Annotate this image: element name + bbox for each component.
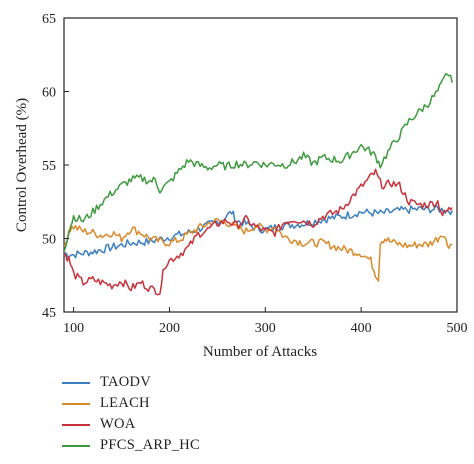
legend-swatch-pfcs-arp-hc — [62, 444, 90, 447]
series-line-woa — [63, 168, 453, 296]
legend-item-leach: LEACH — [62, 393, 200, 414]
legend-swatch-leach — [62, 402, 90, 405]
legend-item-pfcs-arp-hc: PFCS_ARP_HC — [62, 435, 200, 456]
y-tick-label: 50 — [42, 233, 56, 248]
x-axis-ticks: 100 200 300 400 500 — [63, 307, 468, 336]
legend-swatch-woa — [62, 423, 90, 426]
x-tick-label: 100 — [63, 321, 84, 336]
y-axis-label: Control Overhead (%) — [14, 98, 30, 232]
x-tick-label: 300 — [255, 321, 276, 336]
y-tick-label: 45 — [42, 306, 56, 321]
chart-legend: TAODV LEACH WOA PFCS_ARP_HC — [62, 372, 200, 456]
legend-label-pfcs-arp-hc: PFCS_ARP_HC — [100, 437, 201, 453]
legend-item-woa: WOA — [62, 414, 200, 435]
legend-item-taodv: TAODV — [62, 372, 200, 393]
y-axis-ticks: 45 50 55 60 65 — [42, 12, 69, 321]
x-tick-label: 200 — [159, 321, 180, 336]
y-tick-label: 60 — [42, 86, 56, 101]
legend-label-leach: LEACH — [100, 395, 150, 411]
line-chart: 100 200 300 400 500 45 50 55 60 65 Number of Att… — [14, 12, 468, 360]
x-axis-label: Number of Attacks — [203, 344, 317, 360]
x-tick-label: 500 — [447, 321, 468, 336]
plot-frame — [63, 17, 458, 313]
legend-label-woa: WOA — [100, 416, 136, 432]
y-tick-label: 65 — [42, 12, 56, 27]
series-layer — [63, 72, 453, 296]
legend-swatch-taodv — [62, 381, 90, 384]
y-tick-label: 55 — [42, 159, 56, 174]
series-line-taodv — [63, 204, 453, 259]
series-line-leach — [63, 218, 453, 282]
legend-label-taodv: TAODV — [100, 374, 152, 390]
x-tick-label: 400 — [351, 321, 372, 336]
series-line-pfcs-arp-hc — [63, 72, 453, 253]
